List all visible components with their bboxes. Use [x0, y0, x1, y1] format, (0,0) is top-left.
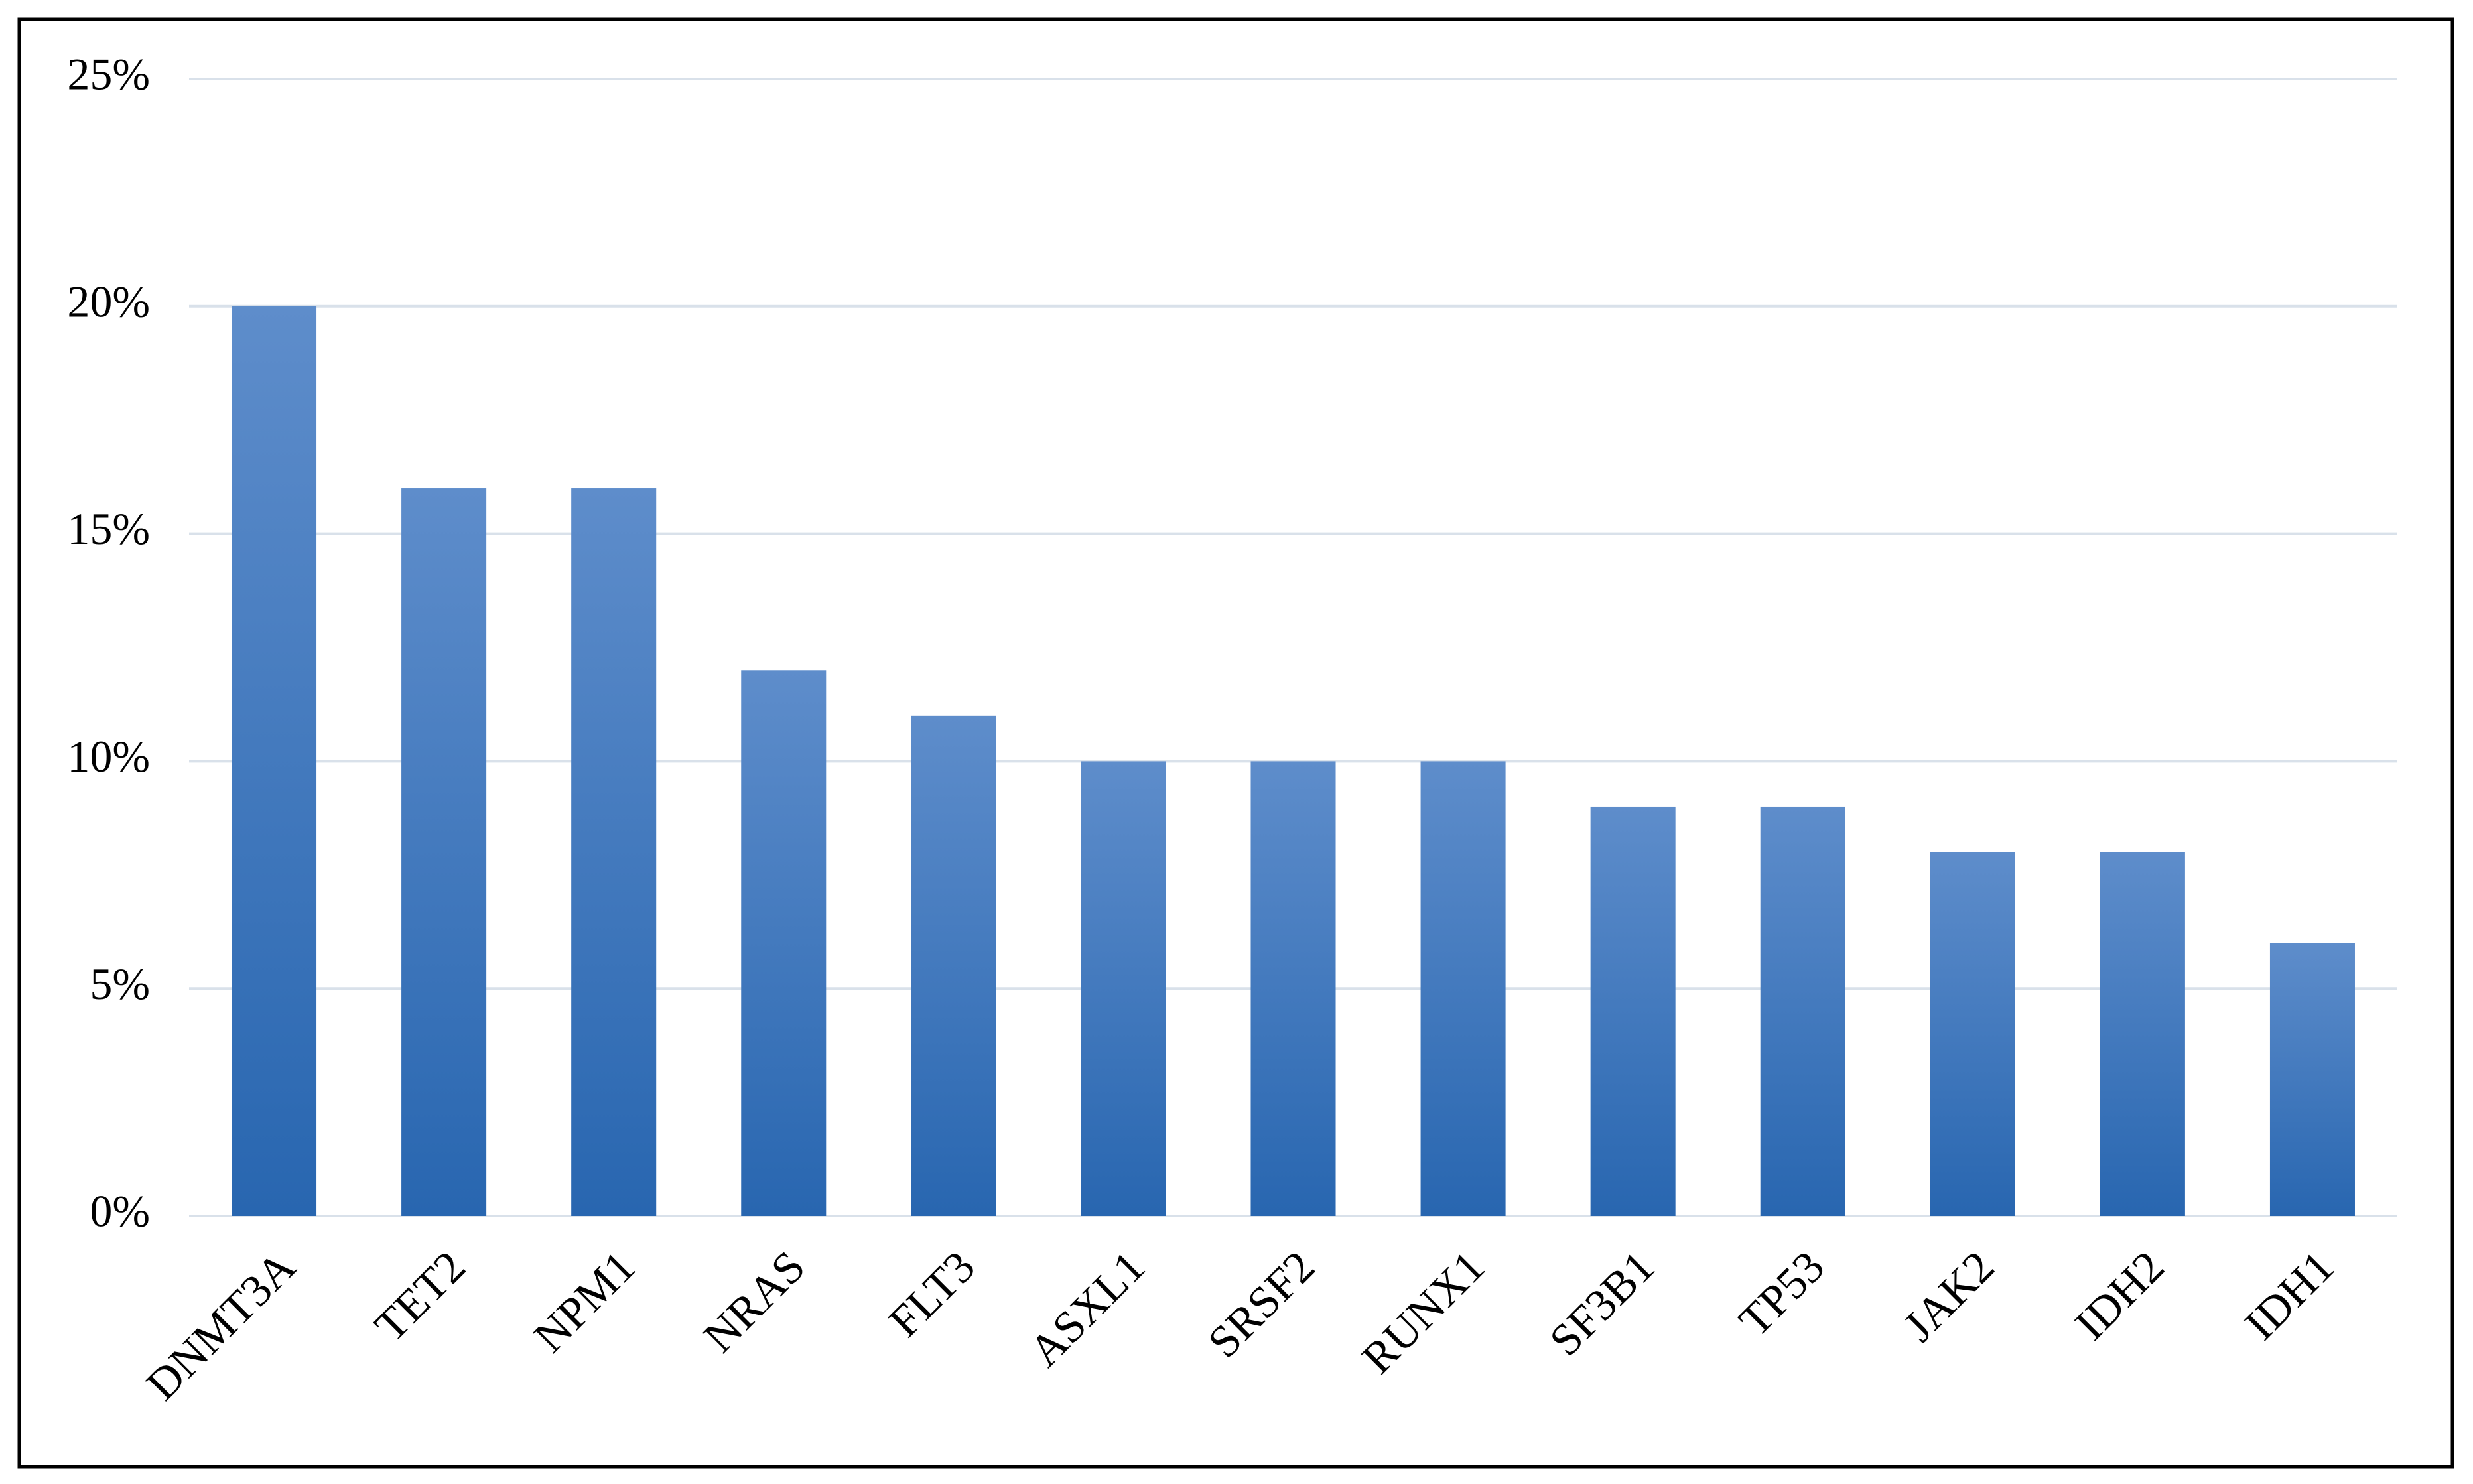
bar: [1760, 806, 1845, 1216]
bar: [2100, 852, 2185, 1216]
bar: [1420, 761, 1506, 1216]
bar: [741, 670, 827, 1216]
y-tick-label: 0%: [90, 1186, 150, 1237]
y-tick-label: 15%: [67, 504, 150, 554]
y-tick-label: 25%: [67, 49, 150, 100]
chart-border: [17, 17, 2454, 1469]
y-tick-label: 20%: [67, 276, 150, 326]
y-tick-label: 10%: [67, 731, 150, 781]
bar: [401, 488, 487, 1216]
bar: [911, 715, 996, 1216]
bar: [1081, 761, 1166, 1216]
bar: [2269, 943, 2355, 1216]
bar: [1250, 761, 1336, 1216]
bar: [232, 306, 317, 1216]
y-tick-label: 5%: [90, 959, 150, 1009]
bar: [1590, 806, 1676, 1216]
bar: [1930, 852, 2015, 1216]
bar: [571, 488, 657, 1216]
